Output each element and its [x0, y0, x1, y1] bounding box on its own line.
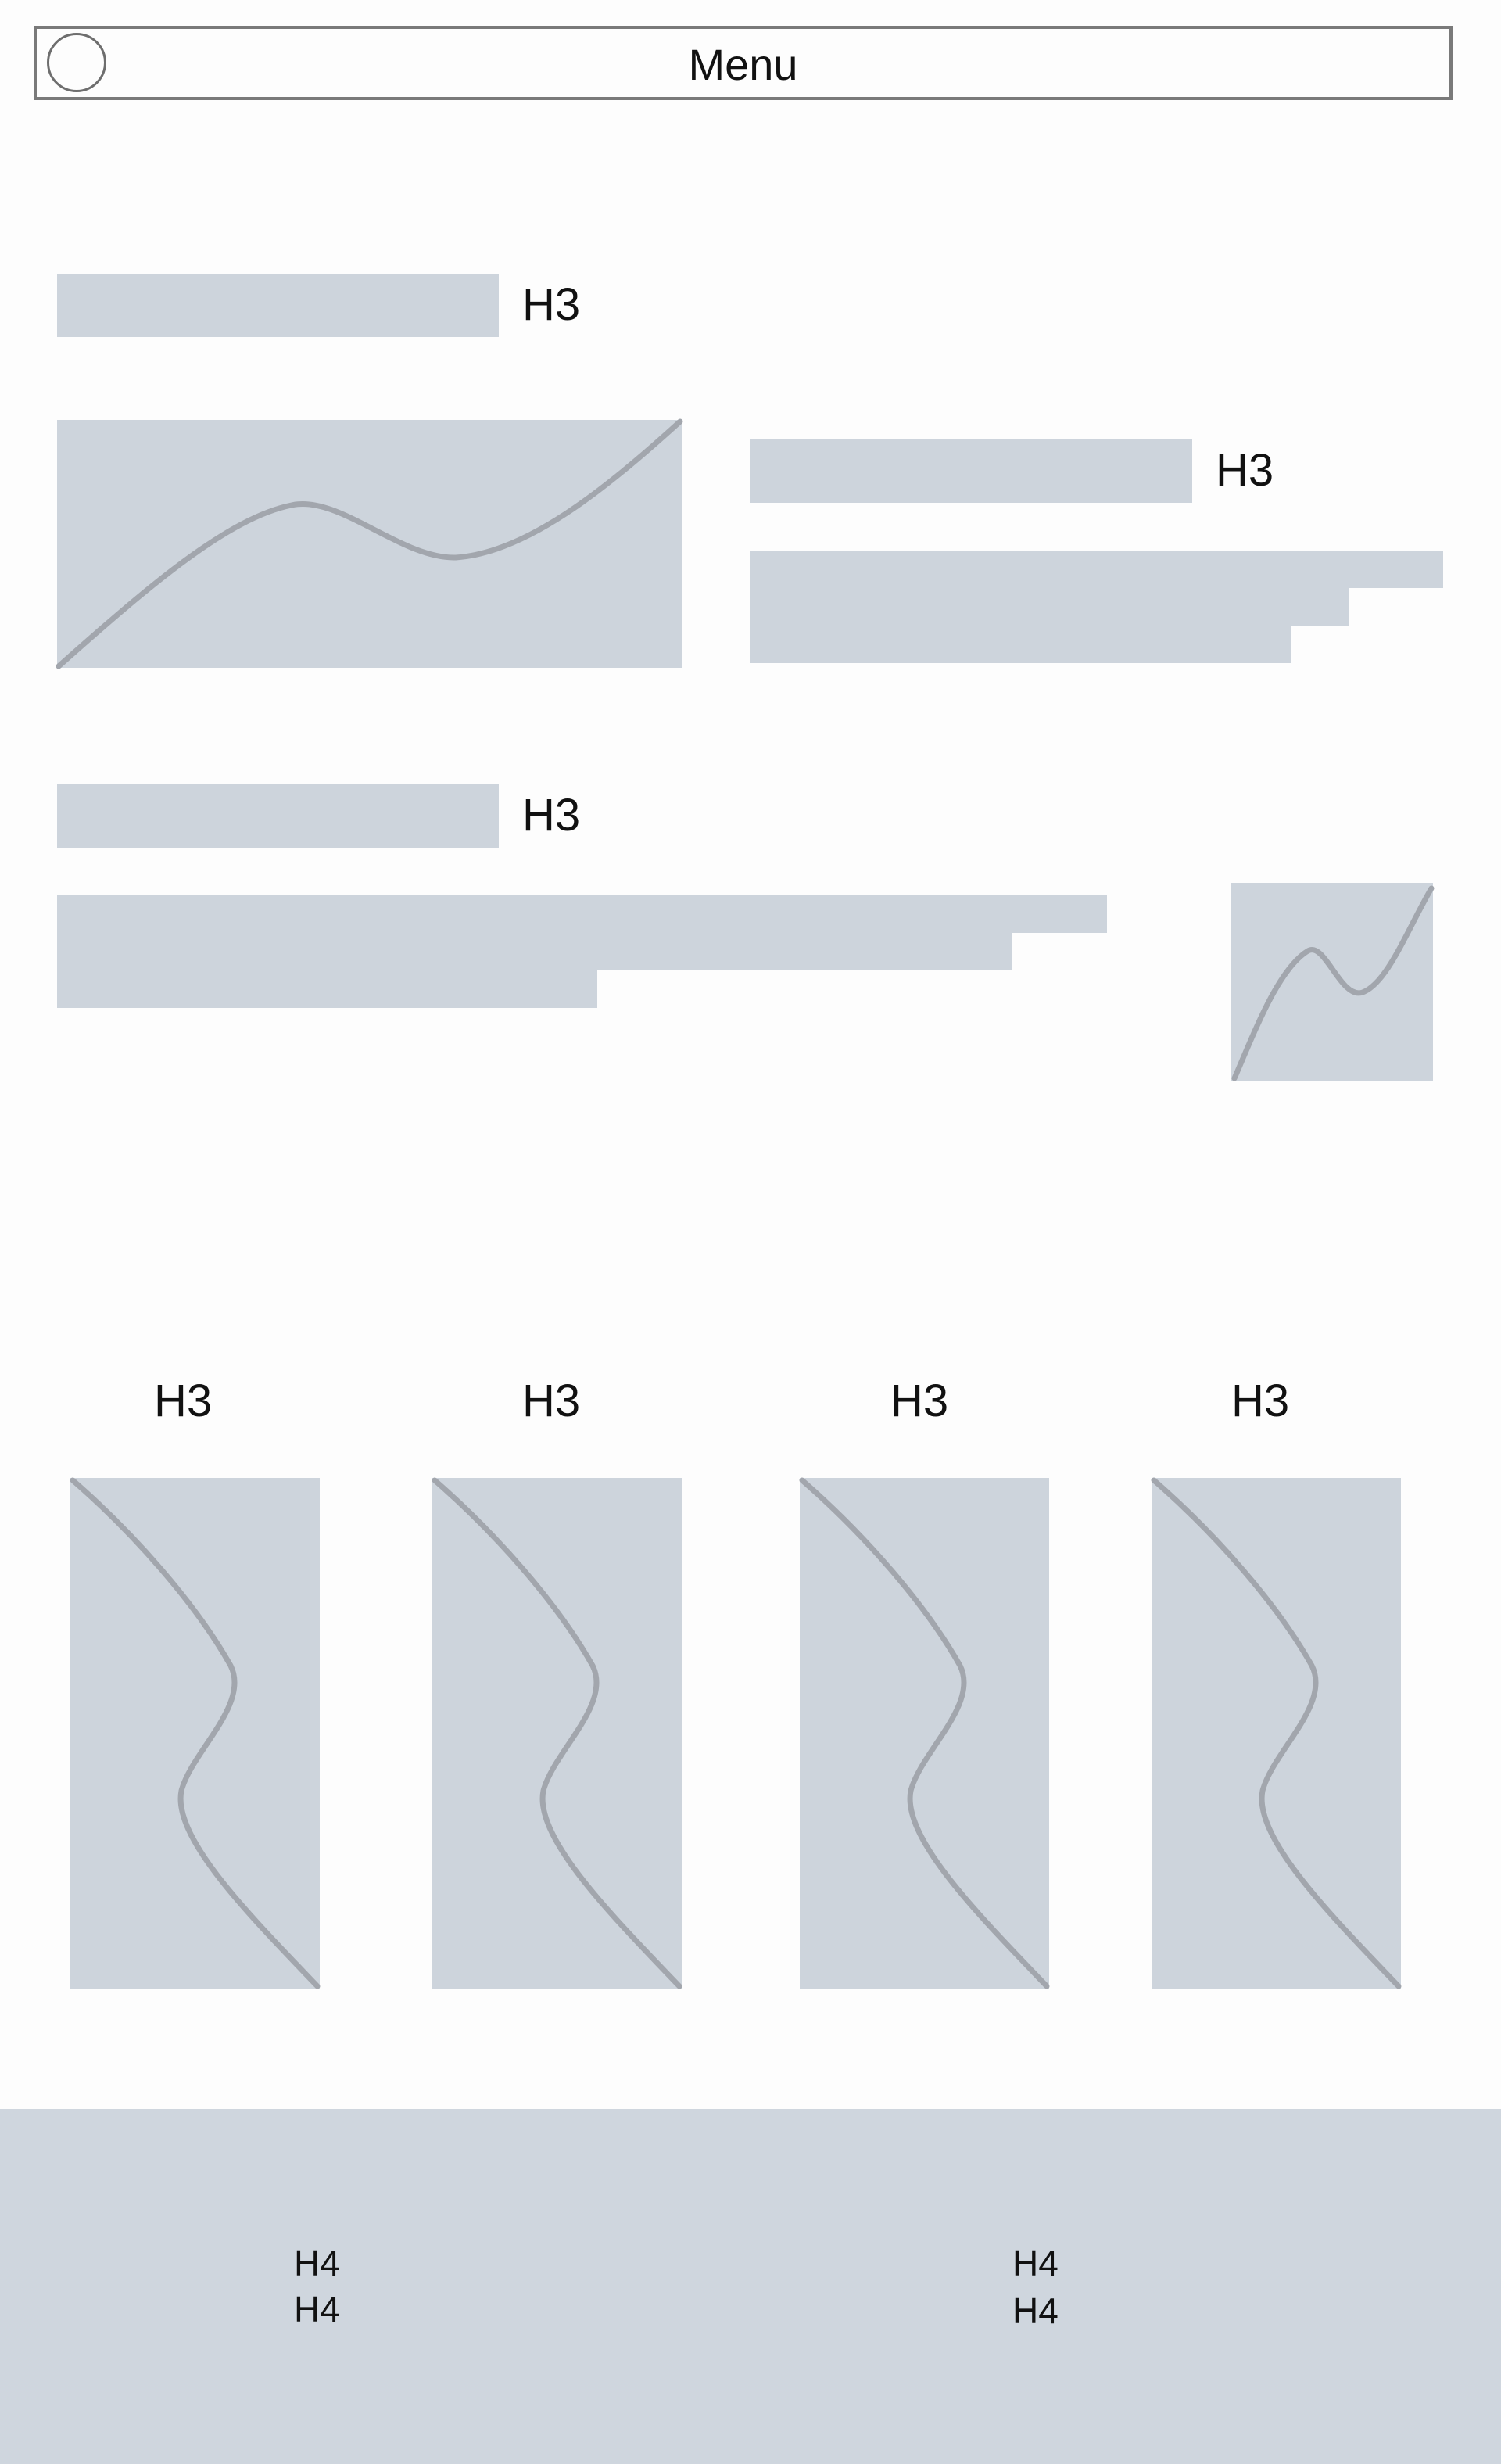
text-line-placeholder: [750, 626, 1291, 663]
title-placeholder: [57, 274, 499, 337]
footer-right-line2[interactable]: H4: [1012, 2290, 1059, 2331]
text-line-placeholder: [57, 895, 1107, 933]
column-image-placeholder: [1152, 1478, 1401, 1989]
column-heading: H3: [890, 1375, 949, 1426]
column-image-curve: [1151, 1477, 1402, 1989]
column-image-curve: [70, 1477, 321, 1989]
text-line-placeholder: [57, 933, 1012, 970]
column-heading: H3: [522, 1375, 581, 1426]
footer: H4 H4 H4 H4: [0, 2109, 1501, 2464]
card-heading: H3: [1216, 445, 1274, 496]
footer-left-line2[interactable]: H4: [294, 2289, 340, 2330]
column-heading: H3: [1231, 1375, 1290, 1426]
text-line-placeholder: [57, 970, 597, 1008]
column-image-placeholder: [800, 1478, 1049, 1989]
column-image-placeholder: [432, 1478, 682, 1989]
title-placeholder: [57, 784, 499, 848]
column-image-placeholder: [70, 1478, 320, 1989]
image-placeholder-curve: [56, 418, 683, 669]
column-heading: H3: [154, 1375, 213, 1426]
text-line-placeholder: [750, 551, 1443, 588]
image-placeholder: [57, 420, 682, 668]
footer-right-line1[interactable]: H4: [1012, 2243, 1059, 2283]
text-line-placeholder: [750, 588, 1349, 626]
thumbnail-placeholder: [1231, 883, 1433, 1081]
menu-label[interactable]: Menu: [688, 40, 798, 89]
section-heading: H3: [522, 790, 581, 841]
logo-circle-icon[interactable]: [47, 33, 106, 92]
section-heading: H3: [522, 279, 581, 330]
menu-bar[interactable]: Menu: [34, 26, 1453, 100]
column-image-curve: [432, 1477, 682, 1989]
footer-left-line1[interactable]: H4: [294, 2243, 340, 2283]
card-title-placeholder: [750, 439, 1192, 503]
thumbnail-placeholder-curve: [1231, 885, 1435, 1081]
column-image-curve: [799, 1477, 1050, 1989]
